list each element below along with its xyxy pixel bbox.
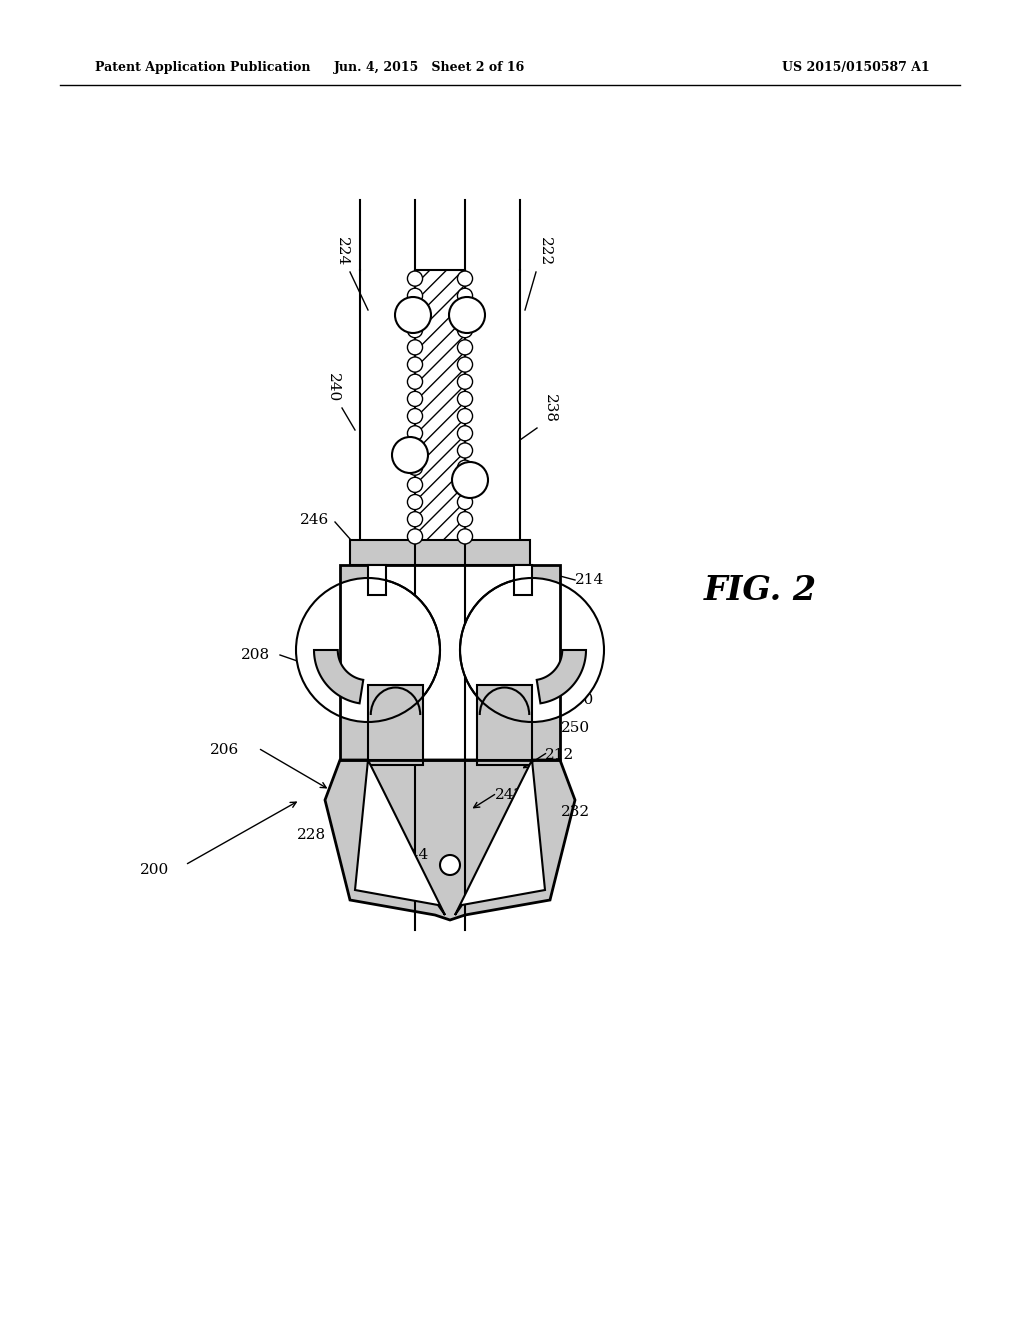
Circle shape	[408, 478, 423, 492]
Circle shape	[408, 305, 423, 321]
Circle shape	[458, 512, 472, 527]
Text: 210: 210	[565, 693, 595, 708]
Circle shape	[392, 437, 428, 473]
Circle shape	[458, 356, 472, 372]
Text: 212: 212	[546, 748, 574, 762]
Bar	[368, 685, 423, 766]
Circle shape	[296, 578, 440, 722]
Bar	[415, 271, 465, 545]
Text: 246: 246	[300, 513, 330, 527]
Circle shape	[408, 391, 423, 407]
Circle shape	[408, 374, 423, 389]
Bar	[340, 565, 560, 760]
Text: FIG. 2: FIG. 2	[703, 573, 816, 606]
Polygon shape	[355, 760, 445, 915]
Bar	[514, 565, 532, 595]
Circle shape	[440, 855, 460, 875]
Text: 200: 200	[140, 863, 170, 876]
Circle shape	[458, 478, 472, 492]
Text: Patent Application Publication: Patent Application Publication	[95, 62, 310, 74]
Circle shape	[408, 426, 423, 441]
Text: 240: 240	[326, 374, 340, 403]
Text: 228: 228	[297, 828, 327, 842]
Text: 224: 224	[335, 238, 349, 267]
Text: 250: 250	[560, 721, 590, 735]
Circle shape	[408, 529, 423, 544]
Bar	[368, 565, 386, 595]
Bar	[350, 540, 530, 565]
Text: 208: 208	[241, 648, 269, 663]
Text: 238: 238	[543, 393, 557, 422]
Text: Jun. 4, 2015   Sheet 2 of 16: Jun. 4, 2015 Sheet 2 of 16	[335, 62, 525, 74]
Circle shape	[458, 322, 472, 338]
Circle shape	[408, 461, 423, 475]
Circle shape	[458, 408, 472, 424]
Circle shape	[408, 322, 423, 338]
Bar	[340, 565, 560, 760]
Circle shape	[458, 426, 472, 441]
Circle shape	[458, 529, 472, 544]
Bar	[532, 565, 560, 760]
Circle shape	[458, 461, 472, 475]
Text: 244: 244	[400, 847, 430, 862]
Circle shape	[408, 339, 423, 355]
Text: 214: 214	[575, 573, 604, 587]
Circle shape	[408, 271, 423, 286]
Polygon shape	[455, 760, 545, 915]
Circle shape	[458, 271, 472, 286]
Circle shape	[458, 288, 472, 304]
Circle shape	[458, 391, 472, 407]
Circle shape	[408, 408, 423, 424]
Text: US 2015/0150587 A1: US 2015/0150587 A1	[782, 62, 930, 74]
Circle shape	[458, 339, 472, 355]
Circle shape	[452, 462, 488, 498]
Circle shape	[408, 512, 423, 527]
Polygon shape	[325, 760, 575, 920]
Circle shape	[395, 297, 431, 333]
Circle shape	[460, 578, 604, 722]
Circle shape	[458, 305, 472, 321]
Circle shape	[408, 288, 423, 304]
Bar	[340, 565, 368, 760]
Circle shape	[408, 495, 423, 510]
Circle shape	[458, 374, 472, 389]
Text: 222: 222	[538, 238, 552, 267]
Circle shape	[408, 356, 423, 372]
Circle shape	[458, 444, 472, 458]
Text: 230: 230	[565, 643, 595, 657]
Text: 206: 206	[210, 743, 240, 756]
Circle shape	[458, 495, 472, 510]
Polygon shape	[314, 649, 364, 704]
Polygon shape	[537, 649, 586, 704]
Text: 242: 242	[496, 788, 524, 803]
Text: 232: 232	[560, 805, 590, 818]
Circle shape	[449, 297, 485, 333]
Bar	[477, 685, 532, 766]
Circle shape	[408, 444, 423, 458]
